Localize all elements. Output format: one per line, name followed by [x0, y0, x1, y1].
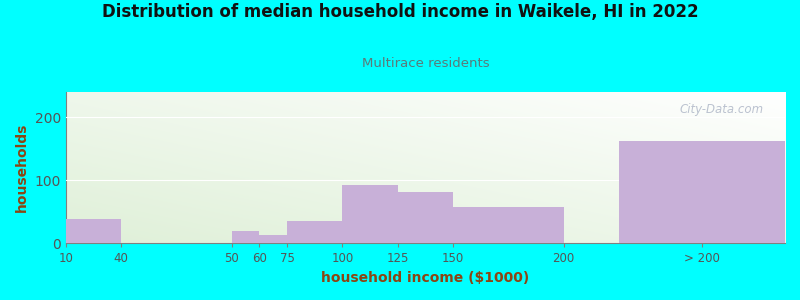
Bar	[232, 231, 259, 243]
Text: Distribution of median household income in Waikele, HI in 2022: Distribution of median household income …	[102, 3, 698, 21]
Title: Multirace residents: Multirace residents	[362, 57, 490, 70]
Y-axis label: households: households	[15, 123, 29, 212]
Text: City-Data.com: City-Data.com	[679, 103, 763, 116]
Bar	[619, 141, 785, 243]
Bar	[66, 219, 121, 243]
Bar	[453, 208, 564, 243]
Bar	[287, 221, 342, 243]
Bar	[398, 192, 453, 243]
X-axis label: household income ($1000): household income ($1000)	[322, 271, 530, 285]
Bar	[342, 185, 398, 243]
Bar	[259, 235, 287, 243]
